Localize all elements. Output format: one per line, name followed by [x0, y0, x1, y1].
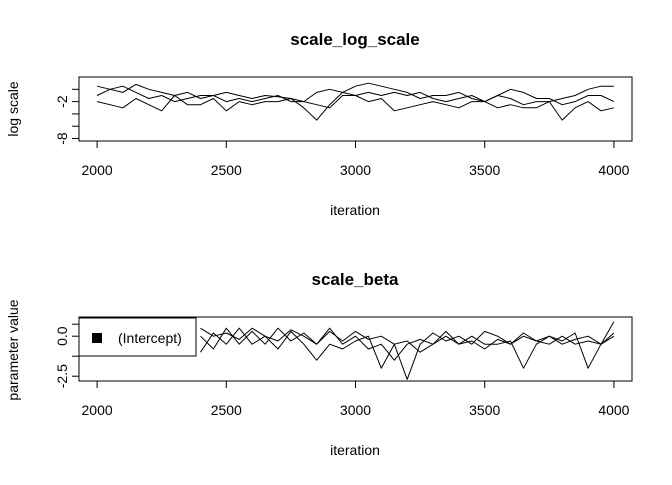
panel-beta: scale_beta (Intercept) 2000 2500 3000 3500 4…	[5, 270, 633, 458]
legend-entry-label: (Intercept)	[118, 330, 182, 346]
panel2-x-tick-label: 2500	[211, 402, 242, 418]
panel1-trace-3	[96, 95, 615, 121]
panel1-x-tick-label: 3500	[469, 162, 500, 178]
panel2-trace-3	[200, 327, 615, 369]
panel1-y-tick-label: -2	[54, 95, 70, 108]
panel2-x-tick-label: 4000	[598, 402, 629, 418]
panel1-y-ticks: -8 -2	[54, 88, 79, 145]
panel1-x-tick-label: 2000	[82, 162, 113, 178]
panel2-y-ticks: -2.5 0.0	[54, 323, 79, 388]
panel2-y-tick-label: 0.0	[54, 326, 70, 346]
panel1-trace-1	[96, 82, 614, 121]
panel1-y-axis-label: log scale	[5, 81, 21, 136]
panel2-y-axis-label: parameter value	[5, 299, 21, 400]
panel2-x-ticks: 2000 2500 3000 3500 4000	[82, 381, 630, 418]
panel2-x-tick-label: 2000	[82, 402, 113, 418]
panel2-y-tick-label: -2.5	[54, 364, 70, 388]
panel2-traces	[200, 321, 615, 380]
panel2-x-axis-label: iteration	[330, 442, 380, 458]
panel2-trace-1	[200, 321, 615, 380]
panel1-x-ticks: 2000 2500 3000 3500 4000	[82, 141, 630, 178]
panel1-traces	[96, 82, 615, 121]
panel1-x-tick-label: 2500	[211, 162, 242, 178]
panel1-y-tick-label: -8	[54, 132, 70, 145]
panel1-x-tick-label: 4000	[598, 162, 629, 178]
legend: (Intercept)	[78, 317, 197, 357]
panel1-title: scale_log_scale	[290, 30, 419, 49]
panel2-trace-2	[200, 327, 615, 369]
panel2-x-tick-label: 3500	[469, 402, 500, 418]
legend-swatch	[92, 333, 102, 343]
panel2-title: scale_beta	[312, 270, 399, 289]
panel1-x-axis-label: iteration	[330, 202, 380, 218]
panel1-x-tick-label: 3000	[340, 162, 371, 178]
panel-log-scale: scale_log_scale 2000 2500 3000 3500 4000 -8-…	[5, 30, 633, 218]
panel2-x-tick-label: 3000	[340, 402, 371, 418]
